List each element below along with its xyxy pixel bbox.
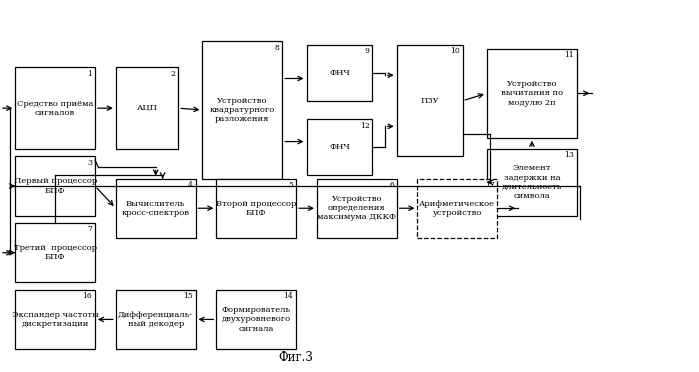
Text: Устройство
определения
максимума ДККФ: Устройство определения максимума ДККФ [317,195,396,221]
Text: 9: 9 [365,47,370,55]
FancyBboxPatch shape [15,290,95,349]
Text: Дифференциаль-
ный декодер: Дифференциаль- ный декодер [118,311,193,328]
Text: Устройство
вычитания по
модулю 2π: Устройство вычитания по модулю 2π [500,80,563,106]
FancyBboxPatch shape [306,119,373,175]
FancyBboxPatch shape [217,290,296,349]
FancyBboxPatch shape [116,67,178,149]
FancyBboxPatch shape [15,67,95,149]
Text: 12: 12 [360,122,370,129]
Text: Формирователь
двухуровневого
сигнала: Формирователь двухуровневого сигнала [222,306,291,333]
FancyBboxPatch shape [203,41,282,179]
Text: Второй процессор
БПФ: Второй процессор БПФ [216,200,296,217]
Text: 5: 5 [289,181,294,189]
Text: 1: 1 [87,70,92,78]
Text: Средство приёма
сигналов: Средство приёма сигналов [17,100,94,117]
FancyBboxPatch shape [317,179,396,238]
FancyBboxPatch shape [116,290,196,349]
Text: Фиг.3: Фиг.3 [279,351,314,364]
Text: ФНЧ: ФНЧ [329,69,350,77]
Text: 6: 6 [389,181,394,189]
Text: 3: 3 [87,158,92,167]
Text: 11: 11 [564,51,574,59]
FancyBboxPatch shape [217,179,296,238]
Text: 16: 16 [82,292,92,300]
Text: Третий  процессор
БПФ: Третий процессор БПФ [14,244,96,261]
FancyBboxPatch shape [487,49,577,138]
Text: 15: 15 [183,292,193,300]
Text: 2: 2 [171,70,175,78]
Text: Первый процессор
БПФ: Первый процессор БПФ [13,177,96,195]
Text: Экспандер частоты
дискретизации: Экспандер частоты дискретизации [12,311,99,328]
FancyBboxPatch shape [306,45,373,101]
FancyBboxPatch shape [487,149,577,216]
FancyBboxPatch shape [15,156,95,216]
Text: 8: 8 [275,44,280,52]
Text: АЦП: АЦП [136,104,157,112]
Text: 7: 7 [87,225,92,233]
Text: 14: 14 [284,292,294,300]
Text: 13: 13 [564,151,574,159]
Text: Вычислитель
кросс-спектров: Вычислитель кросс-спектров [122,200,189,217]
FancyBboxPatch shape [417,179,497,238]
Text: Арифметическое
устройство: Арифметическое устройство [419,200,496,217]
FancyBboxPatch shape [116,179,196,238]
Text: Устройство
квадратурного
разложения: Устройство квадратурного разложения [210,97,275,123]
Text: 4: 4 [188,181,193,189]
Text: ФНЧ: ФНЧ [329,143,350,151]
FancyBboxPatch shape [396,45,463,156]
FancyBboxPatch shape [15,223,95,282]
Text: 17: 17 [484,181,494,189]
Text: Элемент
задержки на
длительность
символа: Элемент задержки на длительность символа [502,164,562,200]
Text: 10: 10 [450,47,460,55]
Text: ПЗУ: ПЗУ [420,97,439,105]
